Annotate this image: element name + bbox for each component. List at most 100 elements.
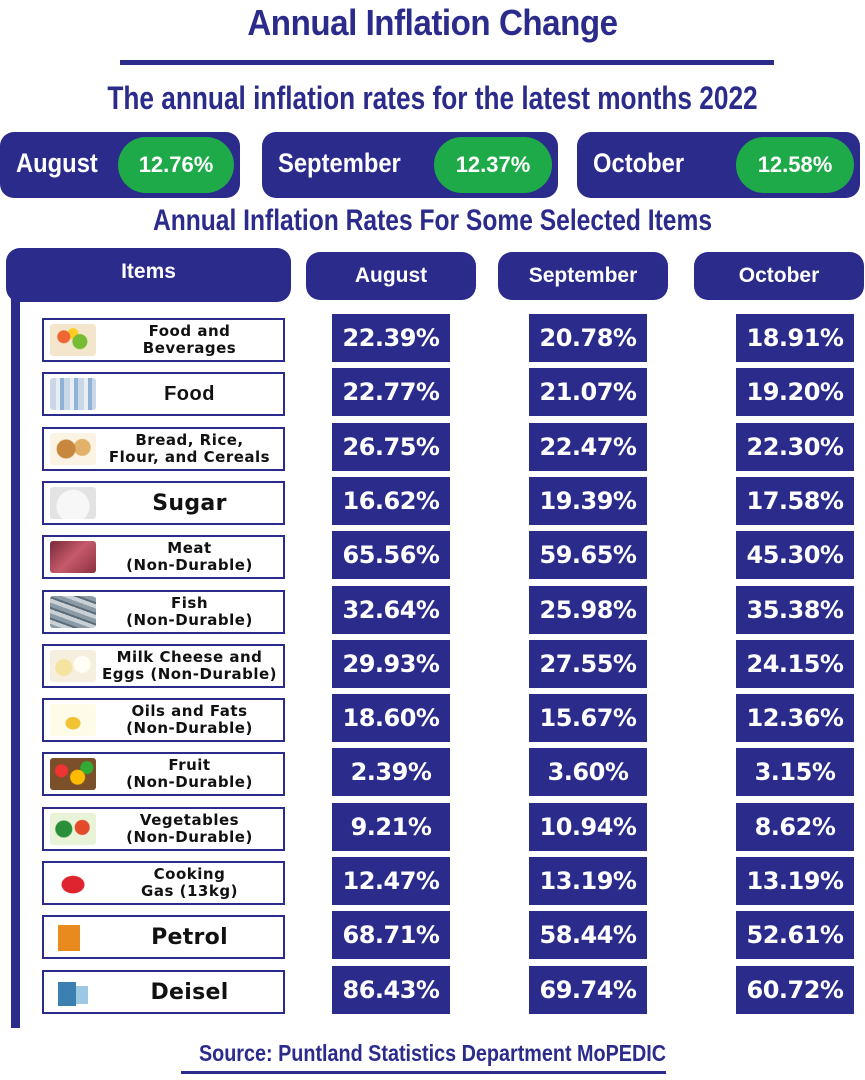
table-row: Vegetables (Non-Durable) 9.21% 10.94% 8.62% [0,803,865,859]
value-cell-september: 58.44% [529,911,647,959]
value-cell-august: 12.47% [332,857,450,905]
value-cell-september: 22.47% [529,423,647,471]
value-cell-october: 18.91% [736,314,854,362]
value-cell-october: 52.61% [736,911,854,959]
item-cell: Meat (Non-Durable) [42,535,285,579]
value-cell-august: 2.39% [332,748,450,796]
section-title: Annual Inflation Rates For Some Selected… [152,204,713,237]
table-row: Oils and Fats (Non-Durable) 18.60% 15.67% 1… [0,694,865,750]
value-cell-september: 25.98% [529,586,647,634]
headline-card-october: October 12.58% [577,132,860,198]
headline-month-label: August [16,148,98,178]
value-cell-september: 3.60% [529,748,647,796]
value-cell-august: 22.39% [332,314,450,362]
item-label: Sugar [152,490,227,516]
gas-cylinder-icon [50,867,96,899]
value-cell-september: 10.94% [529,803,647,851]
item-cell: Vegetables (Non-Durable) [42,807,285,851]
value-cell-august: 22.77% [332,368,450,416]
item-label: Deisel [150,979,229,1005]
value-cell-august: 16.62% [332,477,450,525]
oil-bottle-icon [50,704,96,736]
table-row: Petrol 68.71% 58.44% 52.61% [0,911,865,967]
value-cell-october: 45.30% [736,531,854,579]
dairy-icon [50,650,96,682]
value-cell-august: 68.71% [332,911,450,959]
value-cell-october: 17.58% [736,477,854,525]
table-row: Deisel 86.43% 69.74% 60.72% [0,966,865,1022]
value-cell-august: 65.56% [332,531,450,579]
fruit-icon [50,758,96,790]
value-cell-october: 8.62% [736,803,854,851]
headline-rate-badge: 12.58% [736,137,854,193]
item-label: Petrol [151,924,228,950]
item-label: Food and Beverages [142,322,237,357]
value-cell-august: 32.64% [332,586,450,634]
value-cell-september: 69.74% [529,966,647,1014]
value-cell-august: 86.43% [332,966,450,1014]
bread-icon [50,433,96,465]
item-cell: Milk Cheese and Eggs (Non-Durable) [42,644,285,688]
value-cell-september: 20.78% [529,314,647,362]
table-row: Cooking Gas (13kg) 12.47% 13.19% 13.19% [0,857,865,913]
value-cell-september: 27.55% [529,640,647,688]
value-cell-october: 35.38% [736,586,854,634]
item-cell: Fish (Non-Durable) [42,590,285,634]
value-cell-october: 13.19% [736,857,854,905]
headline-rate-badge: 12.37% [434,137,552,193]
item-cell: Bread, Rice, Flour, and Cereals [42,427,285,471]
grocery-aisle-icon [50,378,96,410]
source-underline [181,1071,666,1074]
item-cell: Deisel [42,970,285,1014]
value-cell-august: 18.60% [332,694,450,742]
fish-icon [50,596,96,628]
item-label: Bread, Rice, Flour, and Cereals [108,431,271,466]
table-row: Fish (Non-Durable) 32.64% 25.98% 35.38% [0,586,865,642]
value-cell-august: 9.21% [332,803,450,851]
table-row: Bread, Rice, Flour, and Cereals 26.75% 22.… [0,423,865,479]
headline-month-label: October [593,148,685,178]
page-subtitle: The annual inflation rates for the lates… [107,80,758,116]
value-cell-september: 59.65% [529,531,647,579]
table-row: Meat (Non-Durable) 65.56% 59.65% 45.30% [0,531,865,587]
headline-card-august: August 12.76% [0,132,240,198]
vegetables-icon [50,813,96,845]
petrol-pump-icon [50,921,96,953]
value-cell-september: 13.19% [529,857,647,905]
table-row: Milk Cheese and Eggs (Non-Durable) 29.93%… [0,640,865,696]
item-label: Oils and Fats (Non-Durable) [126,702,253,737]
table-row: Food 22.77% 21.07% 19.20% [0,368,865,424]
value-cell-october: 22.30% [736,423,854,471]
item-label: Fish (Non-Durable) [126,594,253,629]
item-label: Milk Cheese and Eggs (Non-Durable) [101,648,278,683]
column-header-items: Items [6,248,291,302]
column-header-august: August [306,252,476,300]
headline-rate-badge: 12.76% [118,137,234,193]
food-basket-icon [50,324,96,356]
meat-icon [50,541,96,573]
item-label: Food [164,382,215,405]
item-cell: Cooking Gas (13kg) [42,861,285,905]
item-label: Cooking Gas (13kg) [141,865,238,900]
item-cell: Food [42,372,285,416]
table-row: Sugar 16.62% 19.39% 17.58% [0,477,865,533]
title-underline [120,60,774,65]
value-cell-october: 3.15% [736,748,854,796]
diesel-pump-icon [50,976,96,1008]
page-title: Annual Inflation Change [247,2,618,43]
item-cell: Oils and Fats (Non-Durable) [42,698,285,742]
table-connector-line [11,290,20,1028]
item-label: Meat (Non-Durable) [126,539,253,574]
table-row: Food and Beverages 22.39% 20.78% 18.91% [0,314,865,370]
item-label: Vegetables (Non-Durable) [126,811,253,846]
source-note: Source: Puntland Statistics Department M… [198,1040,667,1066]
column-header-october: October [694,252,864,300]
item-cell: Petrol [42,915,285,959]
item-label: Fruit (Non-Durable) [126,756,253,791]
value-cell-october: 60.72% [736,966,854,1014]
value-cell-october: 19.20% [736,368,854,416]
headline-month-label: September [278,148,401,178]
item-cell: Fruit (Non-Durable) [42,752,285,796]
value-cell-august: 29.93% [332,640,450,688]
value-cell-october: 12.36% [736,694,854,742]
